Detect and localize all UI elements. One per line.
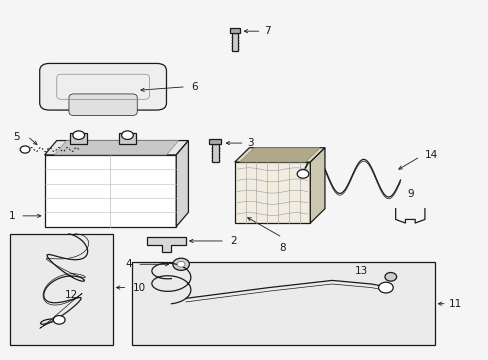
Polygon shape [54,140,178,155]
Text: 13: 13 [354,266,367,276]
Bar [231,33,237,51]
Bar [70,134,87,144]
FancyBboxPatch shape [40,63,166,110]
Text: 6: 6 [190,82,197,92]
Bar [132,262,434,345]
Bar [119,134,136,144]
Circle shape [297,170,308,178]
Text: 3: 3 [246,138,253,148]
Circle shape [378,282,392,293]
Text: 12: 12 [64,290,78,300]
FancyBboxPatch shape [69,94,137,116]
Text: 11: 11 [448,299,462,309]
Bar [211,144,218,162]
Polygon shape [44,140,188,155]
Polygon shape [239,148,320,162]
Polygon shape [234,148,325,162]
Circle shape [384,273,396,281]
Text: 4: 4 [125,259,132,269]
Bar [229,28,239,33]
Polygon shape [310,148,325,223]
Polygon shape [176,140,188,226]
Circle shape [73,131,84,139]
Text: 5: 5 [14,132,20,142]
Circle shape [172,258,189,270]
Bar [209,139,221,144]
Text: 8: 8 [279,243,285,253]
Text: 9: 9 [406,189,413,199]
Bar [234,162,310,223]
Text: 10: 10 [132,283,145,293]
Text: 1: 1 [9,211,15,221]
Bar [44,155,176,226]
Text: 2: 2 [229,236,236,246]
Circle shape [177,261,184,267]
Circle shape [122,131,133,139]
Polygon shape [147,237,185,252]
Text: 7: 7 [264,26,270,36]
Circle shape [20,146,30,153]
Circle shape [53,316,65,324]
Bar [10,234,113,345]
Text: 14: 14 [424,150,437,160]
